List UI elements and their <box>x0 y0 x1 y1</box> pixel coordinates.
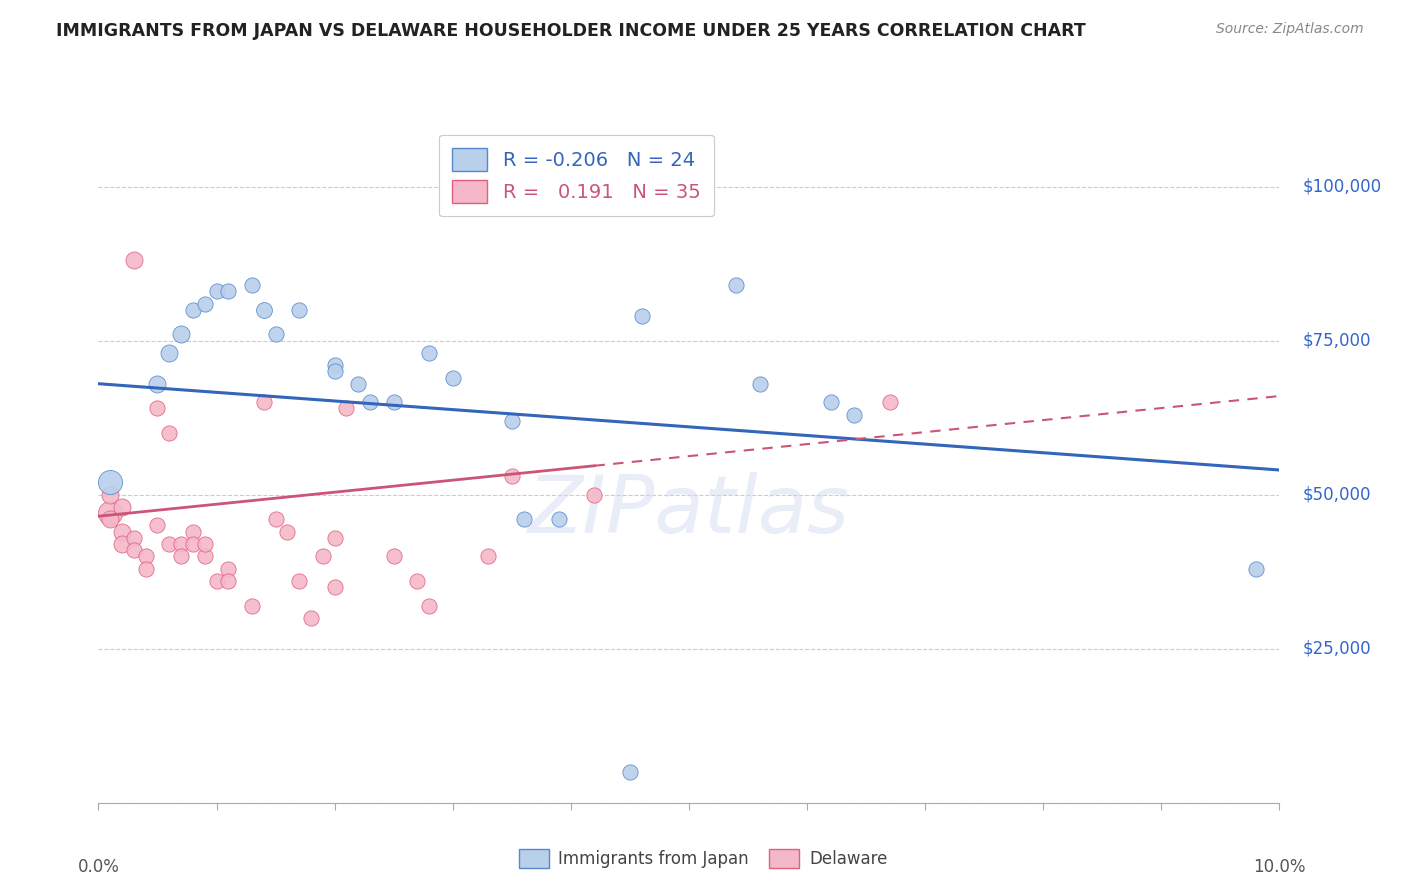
Point <box>157 346 180 360</box>
Point <box>122 543 145 558</box>
Point <box>98 506 121 520</box>
Text: $25,000: $25,000 <box>1303 640 1372 657</box>
Point <box>299 611 322 625</box>
Text: $50,000: $50,000 <box>1303 485 1372 504</box>
Point <box>111 500 134 514</box>
Point <box>181 537 204 551</box>
Point <box>217 285 239 299</box>
Point <box>146 518 169 533</box>
Point <box>253 302 276 317</box>
Point <box>844 408 866 422</box>
Point <box>630 309 652 323</box>
Point <box>157 537 180 551</box>
Point <box>441 370 464 384</box>
Point <box>122 531 145 545</box>
Point <box>501 469 523 483</box>
Point <box>98 512 121 526</box>
Point <box>725 278 748 293</box>
Point <box>170 549 193 564</box>
Point <box>240 278 263 293</box>
Point <box>1244 561 1267 575</box>
Text: $100,000: $100,000 <box>1303 178 1382 195</box>
Legend: Immigrants from Japan, Delaware: Immigrants from Japan, Delaware <box>512 842 894 875</box>
Text: IMMIGRANTS FROM JAPAN VS DELAWARE HOUSEHOLDER INCOME UNDER 25 YEARS CORRELATION : IMMIGRANTS FROM JAPAN VS DELAWARE HOUSEH… <box>56 22 1085 40</box>
Point <box>146 376 169 391</box>
Point <box>98 475 121 490</box>
Point <box>335 401 357 416</box>
Point <box>512 512 534 526</box>
Point <box>253 395 276 409</box>
Point <box>288 302 311 317</box>
Point <box>135 549 157 564</box>
Point <box>217 561 239 575</box>
Point <box>820 395 842 409</box>
Point <box>382 549 405 564</box>
Point <box>122 253 145 268</box>
Point <box>205 285 228 299</box>
Point <box>323 364 346 378</box>
Point <box>548 512 571 526</box>
Text: 0.0%: 0.0% <box>77 858 120 876</box>
Point <box>181 302 204 317</box>
Point <box>619 764 641 779</box>
Point <box>323 358 346 372</box>
Point <box>406 574 429 588</box>
Point <box>879 395 901 409</box>
Point <box>264 327 287 342</box>
Point <box>583 488 606 502</box>
Point <box>217 574 239 588</box>
Point <box>382 395 405 409</box>
Point <box>146 401 169 416</box>
Text: Source: ZipAtlas.com: Source: ZipAtlas.com <box>1216 22 1364 37</box>
Point <box>194 296 217 310</box>
Point <box>205 574 228 588</box>
Point <box>323 531 346 545</box>
Point <box>477 549 499 564</box>
Point <box>194 537 217 551</box>
Point <box>170 327 193 342</box>
Text: 10.0%: 10.0% <box>1253 858 1306 876</box>
Point <box>347 376 370 391</box>
Point <box>312 549 335 564</box>
Point <box>418 599 440 613</box>
Text: $75,000: $75,000 <box>1303 332 1372 350</box>
Point <box>135 561 157 575</box>
Text: ZIPatlas: ZIPatlas <box>527 472 851 550</box>
Point <box>264 512 287 526</box>
Point <box>748 376 770 391</box>
Point <box>359 395 381 409</box>
Point <box>323 580 346 594</box>
Legend: R = -0.206   N = 24, R =   0.191   N = 35: R = -0.206 N = 24, R = 0.191 N = 35 <box>439 135 714 217</box>
Point <box>418 346 440 360</box>
Point <box>501 414 523 428</box>
Point <box>170 537 193 551</box>
Point <box>111 524 134 539</box>
Point <box>240 599 263 613</box>
Point <box>111 537 134 551</box>
Point <box>157 425 180 440</box>
Point <box>98 488 121 502</box>
Point <box>194 549 217 564</box>
Point <box>181 524 204 539</box>
Point <box>288 574 311 588</box>
Point <box>276 524 298 539</box>
